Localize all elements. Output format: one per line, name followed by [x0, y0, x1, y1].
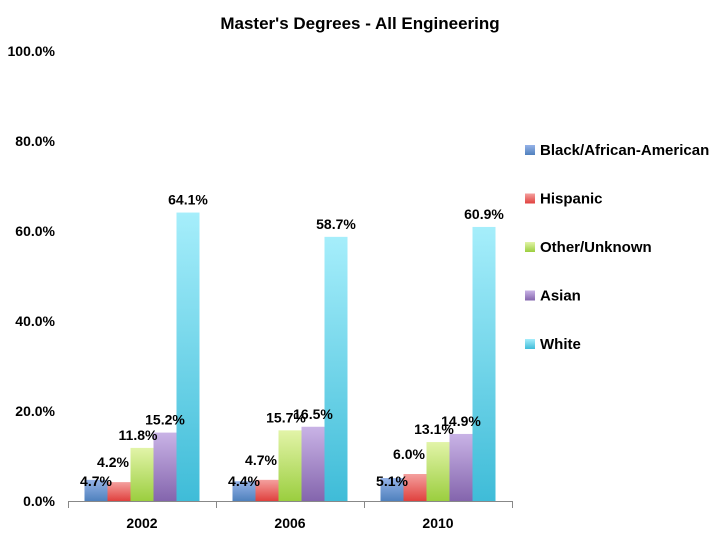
y-tick-label: 60.0%: [15, 223, 55, 239]
category-label: 2002: [126, 515, 157, 531]
y-tick-label: 0.0%: [23, 493, 55, 509]
bars: [84, 212, 496, 502]
legend-label: White: [540, 336, 581, 353]
data-labels: 4.7% 4.2% 11.8%15.2% 64.1% 4.4% 4.7% 15.7%16.5…: [80, 192, 504, 489]
y-tick-label: 40.0%: [15, 313, 55, 329]
bar: [426, 442, 450, 501]
bar: [107, 482, 131, 501]
y-tick-label: 100.0%: [8, 43, 56, 59]
data-label: 4.4%: [228, 473, 260, 489]
legend-swatch: [525, 145, 535, 155]
y-axis: 0.0% 20.0% 40.0% 60.0% 80.0% 100.0%: [8, 43, 56, 509]
legend-swatch: [525, 193, 535, 204]
data-label: 5.1%: [376, 473, 408, 489]
data-label: 16.5%: [293, 406, 333, 422]
bar: [380, 478, 404, 501]
data-label: 6.0%: [393, 446, 425, 462]
bar: [403, 474, 427, 501]
chart-title: Master's Degrees - All Engineering: [220, 14, 499, 33]
bar: [84, 479, 108, 501]
bar: [472, 226, 496, 501]
x-axis: 2002 2006 2010: [68, 501, 513, 531]
data-label: 11.8%: [119, 427, 158, 443]
bar: [153, 432, 177, 501]
bar: [176, 212, 200, 502]
bar: [278, 430, 302, 501]
bar: [449, 433, 473, 501]
data-label: 64.1%: [168, 192, 208, 208]
legend-swatch: [525, 242, 535, 252]
data-label: 15.2%: [145, 412, 185, 428]
category-label: 2006: [274, 515, 305, 531]
legend-label: Other/Unknown: [540, 239, 652, 256]
bar: [130, 447, 154, 501]
y-tick-label: 20.0%: [15, 403, 55, 419]
category-label: 2010: [422, 515, 453, 531]
data-label: 4.7%: [80, 473, 112, 489]
bar: [301, 426, 325, 501]
bar: [324, 236, 348, 501]
legend: Black/African-American Hispanic Other/Unkn…: [525, 142, 709, 353]
y-tick-label: 80.0%: [15, 133, 55, 149]
data-label: 14.9%: [441, 413, 481, 429]
data-label: 4.7%: [245, 452, 277, 468]
data-label: 13.1%: [414, 421, 454, 437]
legend-label: Black/African-American: [540, 142, 709, 159]
legend-swatch: [525, 339, 535, 349]
data-label: 15.7%: [266, 409, 306, 425]
bar: [255, 479, 279, 501]
data-label: 58.7%: [316, 216, 356, 232]
legend-label: Asian: [540, 288, 581, 305]
data-label: 4.2%: [97, 454, 129, 470]
bar: [232, 481, 256, 501]
data-label: 60.9%: [464, 206, 504, 222]
legend-swatch: [525, 290, 535, 301]
legend-label: Hispanic: [540, 191, 603, 208]
